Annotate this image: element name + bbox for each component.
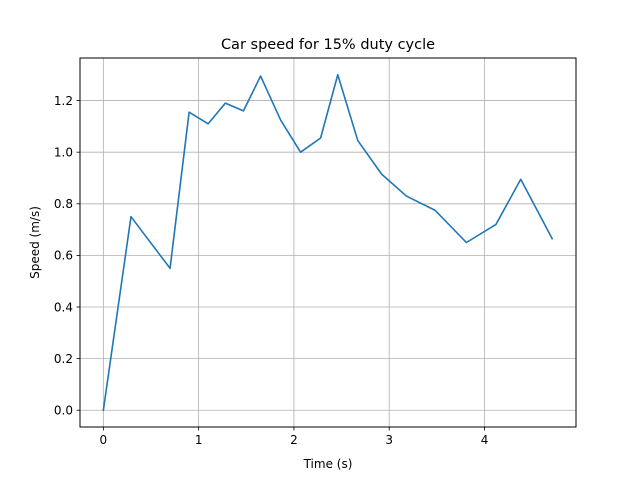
plot-frame <box>79 57 577 428</box>
series-layer <box>102 73 554 412</box>
x-tick-label: 1 <box>195 433 203 447</box>
x-axis-title: Time (s) <box>303 457 353 471</box>
y-tick-label: 1.0 <box>54 145 73 159</box>
y-tick-label: 1.2 <box>54 94 73 108</box>
y-axis-title: Speed (m/s) <box>28 206 42 279</box>
y-tick-label: 0.2 <box>54 352 73 366</box>
y-tick-label: 0.4 <box>54 300 73 314</box>
y-tick-label: 0.6 <box>54 249 73 263</box>
x-tick-label: 4 <box>481 433 489 447</box>
grid <box>80 58 576 427</box>
y-tick-label: 0.0 <box>54 404 73 418</box>
x-tick-label: 3 <box>385 433 393 447</box>
ticks: 0 1 2 3 4 0.0 0.2 0.4 0.6 0.8 1.0 1.2 <box>54 94 488 447</box>
speed-series-line <box>102 73 554 412</box>
y-tick-label: 0.8 <box>54 197 73 211</box>
chart-title: Car speed for 15% duty cycle <box>221 37 435 53</box>
x-tick-label: 2 <box>290 433 298 447</box>
x-tick-label: 0 <box>100 433 108 447</box>
